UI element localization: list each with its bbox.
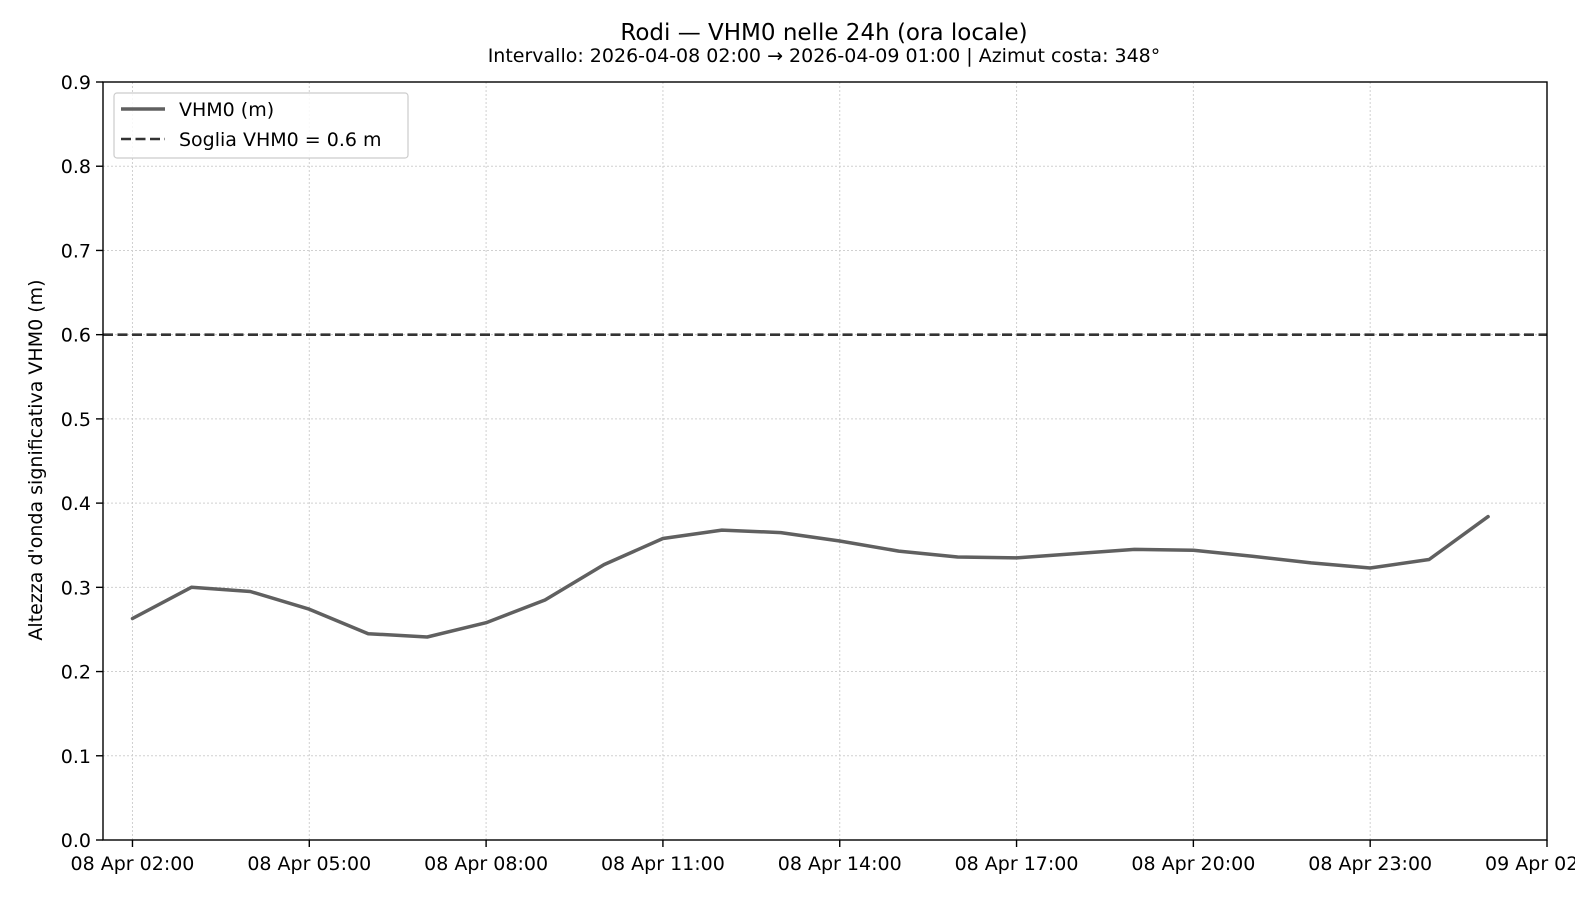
y-tick-label: 0.9	[61, 72, 91, 94]
series-line-vhm0	[130, 514, 1490, 639]
plot-frame	[102, 81, 1548, 841]
y-tick-label: 0.3	[61, 577, 91, 599]
y-tick-label: 0.4	[61, 493, 91, 515]
y-tick-label: 0.7	[61, 240, 91, 262]
x-tick-label: 08 Apr 05:00	[247, 853, 371, 875]
x-tick-label: 08 Apr 14:00	[778, 853, 902, 875]
x-tick-label: 08 Apr 02:00	[71, 853, 195, 875]
legend: VHM0 (m) Soglia VHM0 = 0.6 m	[113, 92, 409, 159]
y-tick-label: 0.8	[61, 156, 91, 178]
axis-ticks: 0.0 0.1 0.2 0.3 0.4 0.5 0.6 0.7 0.8 0.9 08 Apr 02:…	[61, 72, 1575, 875]
chart-title: Rodi — VHM0 nelle 24h (ora locale)	[620, 20, 1027, 46]
x-tick-label: 09 Apr 02:00	[1485, 853, 1575, 875]
chart-subtitle: Intervallo: 2026-04-08 02:00 → 2026-04-0…	[488, 45, 1161, 67]
x-tick-label: 08 Apr 17:00	[955, 853, 1079, 875]
legend-box	[113, 92, 409, 159]
y-tick-label: 0.0	[61, 830, 91, 852]
legend-label: VHM0 (m)	[179, 99, 274, 121]
grid	[103, 81, 1548, 841]
x-tick-label: 08 Apr 11:00	[601, 853, 725, 875]
y-tick-label: 0.5	[61, 409, 91, 431]
series-layer	[130, 514, 1490, 639]
x-tick-label: 08 Apr 20:00	[1131, 853, 1255, 875]
x-tick-label: 08 Apr 08:00	[424, 853, 548, 875]
y-tick-label: 0.6	[61, 325, 91, 347]
y-tick-label: 0.2	[61, 662, 91, 684]
x-tick-label: 08 Apr 23:00	[1308, 853, 1432, 875]
legend-label: Soglia VHM0 = 0.6 m	[179, 129, 382, 151]
y-axis-label: Altezza d'onda significativa VHM0 (m)	[25, 279, 47, 640]
y-tick-label: 0.1	[61, 746, 91, 768]
